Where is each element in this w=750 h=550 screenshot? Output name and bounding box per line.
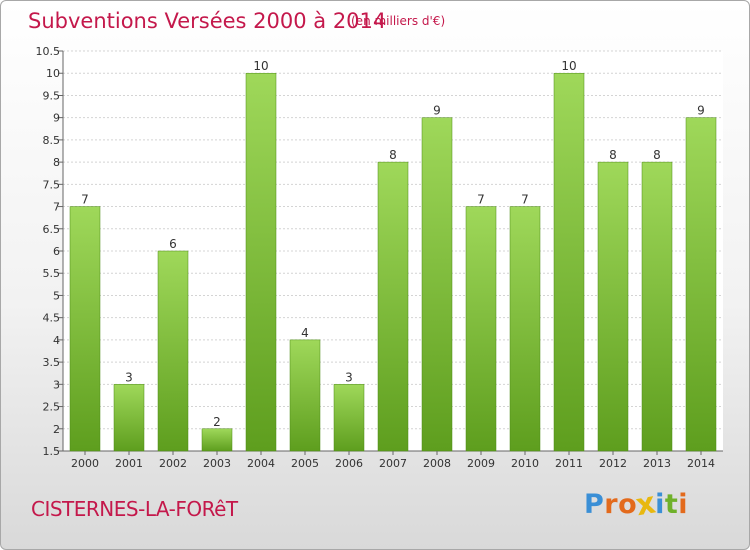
y-tick-label: 10 bbox=[46, 67, 60, 80]
bar-2002 bbox=[157, 250, 189, 452]
data-label: 6 bbox=[169, 237, 177, 251]
bar-2000 bbox=[69, 206, 101, 452]
y-tick-label: 7.5 bbox=[43, 178, 61, 191]
data-label: 8 bbox=[609, 148, 617, 162]
proxiti-logo: Proxiti bbox=[584, 486, 689, 523]
x-tick-label: 2008 bbox=[423, 457, 451, 470]
data-label: 2 bbox=[213, 415, 221, 429]
bar-2005 bbox=[289, 339, 321, 452]
y-tick-label: 6.5 bbox=[43, 223, 61, 236]
logo-letter: i bbox=[655, 489, 665, 520]
x-tick-label: 2004 bbox=[247, 457, 275, 470]
data-label: 8 bbox=[653, 148, 661, 162]
y-tick-label: 1.5 bbox=[43, 445, 61, 458]
x-tick-label: 2013 bbox=[643, 457, 671, 470]
logo-letter: i bbox=[678, 489, 689, 520]
bar-2013 bbox=[641, 161, 673, 452]
x-tick-label: 2005 bbox=[291, 457, 319, 470]
logo-letter: P bbox=[584, 489, 605, 520]
bar-2012 bbox=[597, 161, 629, 452]
y-tick-label: 5.5 bbox=[43, 267, 61, 280]
x-tick-label: 2014 bbox=[687, 457, 715, 470]
x-tick-label: 2012 bbox=[599, 457, 627, 470]
bar-2004 bbox=[245, 72, 277, 452]
commune-name: CISTERNES-LA-FORêT bbox=[31, 497, 238, 521]
x-tick-label: 2003 bbox=[203, 457, 231, 470]
x-tick-label: 2010 bbox=[511, 457, 539, 470]
bar-2003 bbox=[201, 428, 233, 452]
bar-2001 bbox=[113, 384, 145, 452]
bar-2009 bbox=[465, 206, 497, 452]
data-label: 10 bbox=[561, 59, 576, 73]
data-label: 4 bbox=[301, 326, 309, 340]
data-label: 9 bbox=[433, 104, 441, 118]
data-label: 3 bbox=[345, 370, 353, 384]
unit-note: (en milliers d'€) bbox=[351, 14, 446, 28]
y-tick-label: 9.5 bbox=[43, 89, 61, 102]
y-tick-label: 4.5 bbox=[43, 312, 61, 325]
bar-2007 bbox=[377, 161, 409, 452]
data-label: 10 bbox=[253, 59, 268, 73]
data-label: 7 bbox=[477, 193, 485, 207]
x-tick-label: 2009 bbox=[467, 457, 495, 470]
x-tick-label: 2002 bbox=[159, 457, 187, 470]
logo-letter: o bbox=[618, 489, 638, 520]
x-tick-label: 2007 bbox=[379, 457, 407, 470]
y-tick-label: 7 bbox=[53, 201, 60, 214]
x-tick-label: 2001 bbox=[115, 457, 143, 470]
y-tick-label: 8.5 bbox=[43, 134, 61, 147]
data-label: 7 bbox=[521, 193, 529, 207]
y-tick-label: 4 bbox=[53, 334, 60, 347]
logo-letter: r bbox=[604, 489, 619, 520]
chart-title: Subventions Versées 2000 à 2014 bbox=[28, 9, 387, 33]
bar-2006 bbox=[333, 384, 365, 452]
y-tick-label: 3.5 bbox=[43, 356, 61, 369]
y-tick-label: 3 bbox=[53, 378, 60, 391]
x-tick-label: 2000 bbox=[71, 457, 99, 470]
x-tick-label: 2006 bbox=[335, 457, 363, 470]
y-tick-label: 8 bbox=[53, 156, 60, 169]
bar-2014 bbox=[685, 117, 717, 452]
data-label: 7 bbox=[81, 193, 89, 207]
x-tick-label: 2011 bbox=[555, 457, 583, 470]
logo-letter: t bbox=[664, 489, 679, 520]
bar-2008 bbox=[421, 117, 453, 452]
data-label: 8 bbox=[389, 148, 397, 162]
bar-2011 bbox=[553, 72, 585, 452]
y-tick-label: 10.5 bbox=[36, 45, 61, 58]
y-tick-label: 5 bbox=[53, 289, 60, 302]
data-label: 9 bbox=[697, 104, 705, 118]
data-label: 3 bbox=[125, 370, 133, 384]
y-tick-label: 9 bbox=[53, 112, 60, 125]
y-tick-label: 2.5 bbox=[43, 401, 61, 414]
y-tick-label: 6 bbox=[53, 245, 60, 258]
bar-2010 bbox=[509, 206, 541, 452]
y-tick-label: 2 bbox=[53, 423, 60, 436]
